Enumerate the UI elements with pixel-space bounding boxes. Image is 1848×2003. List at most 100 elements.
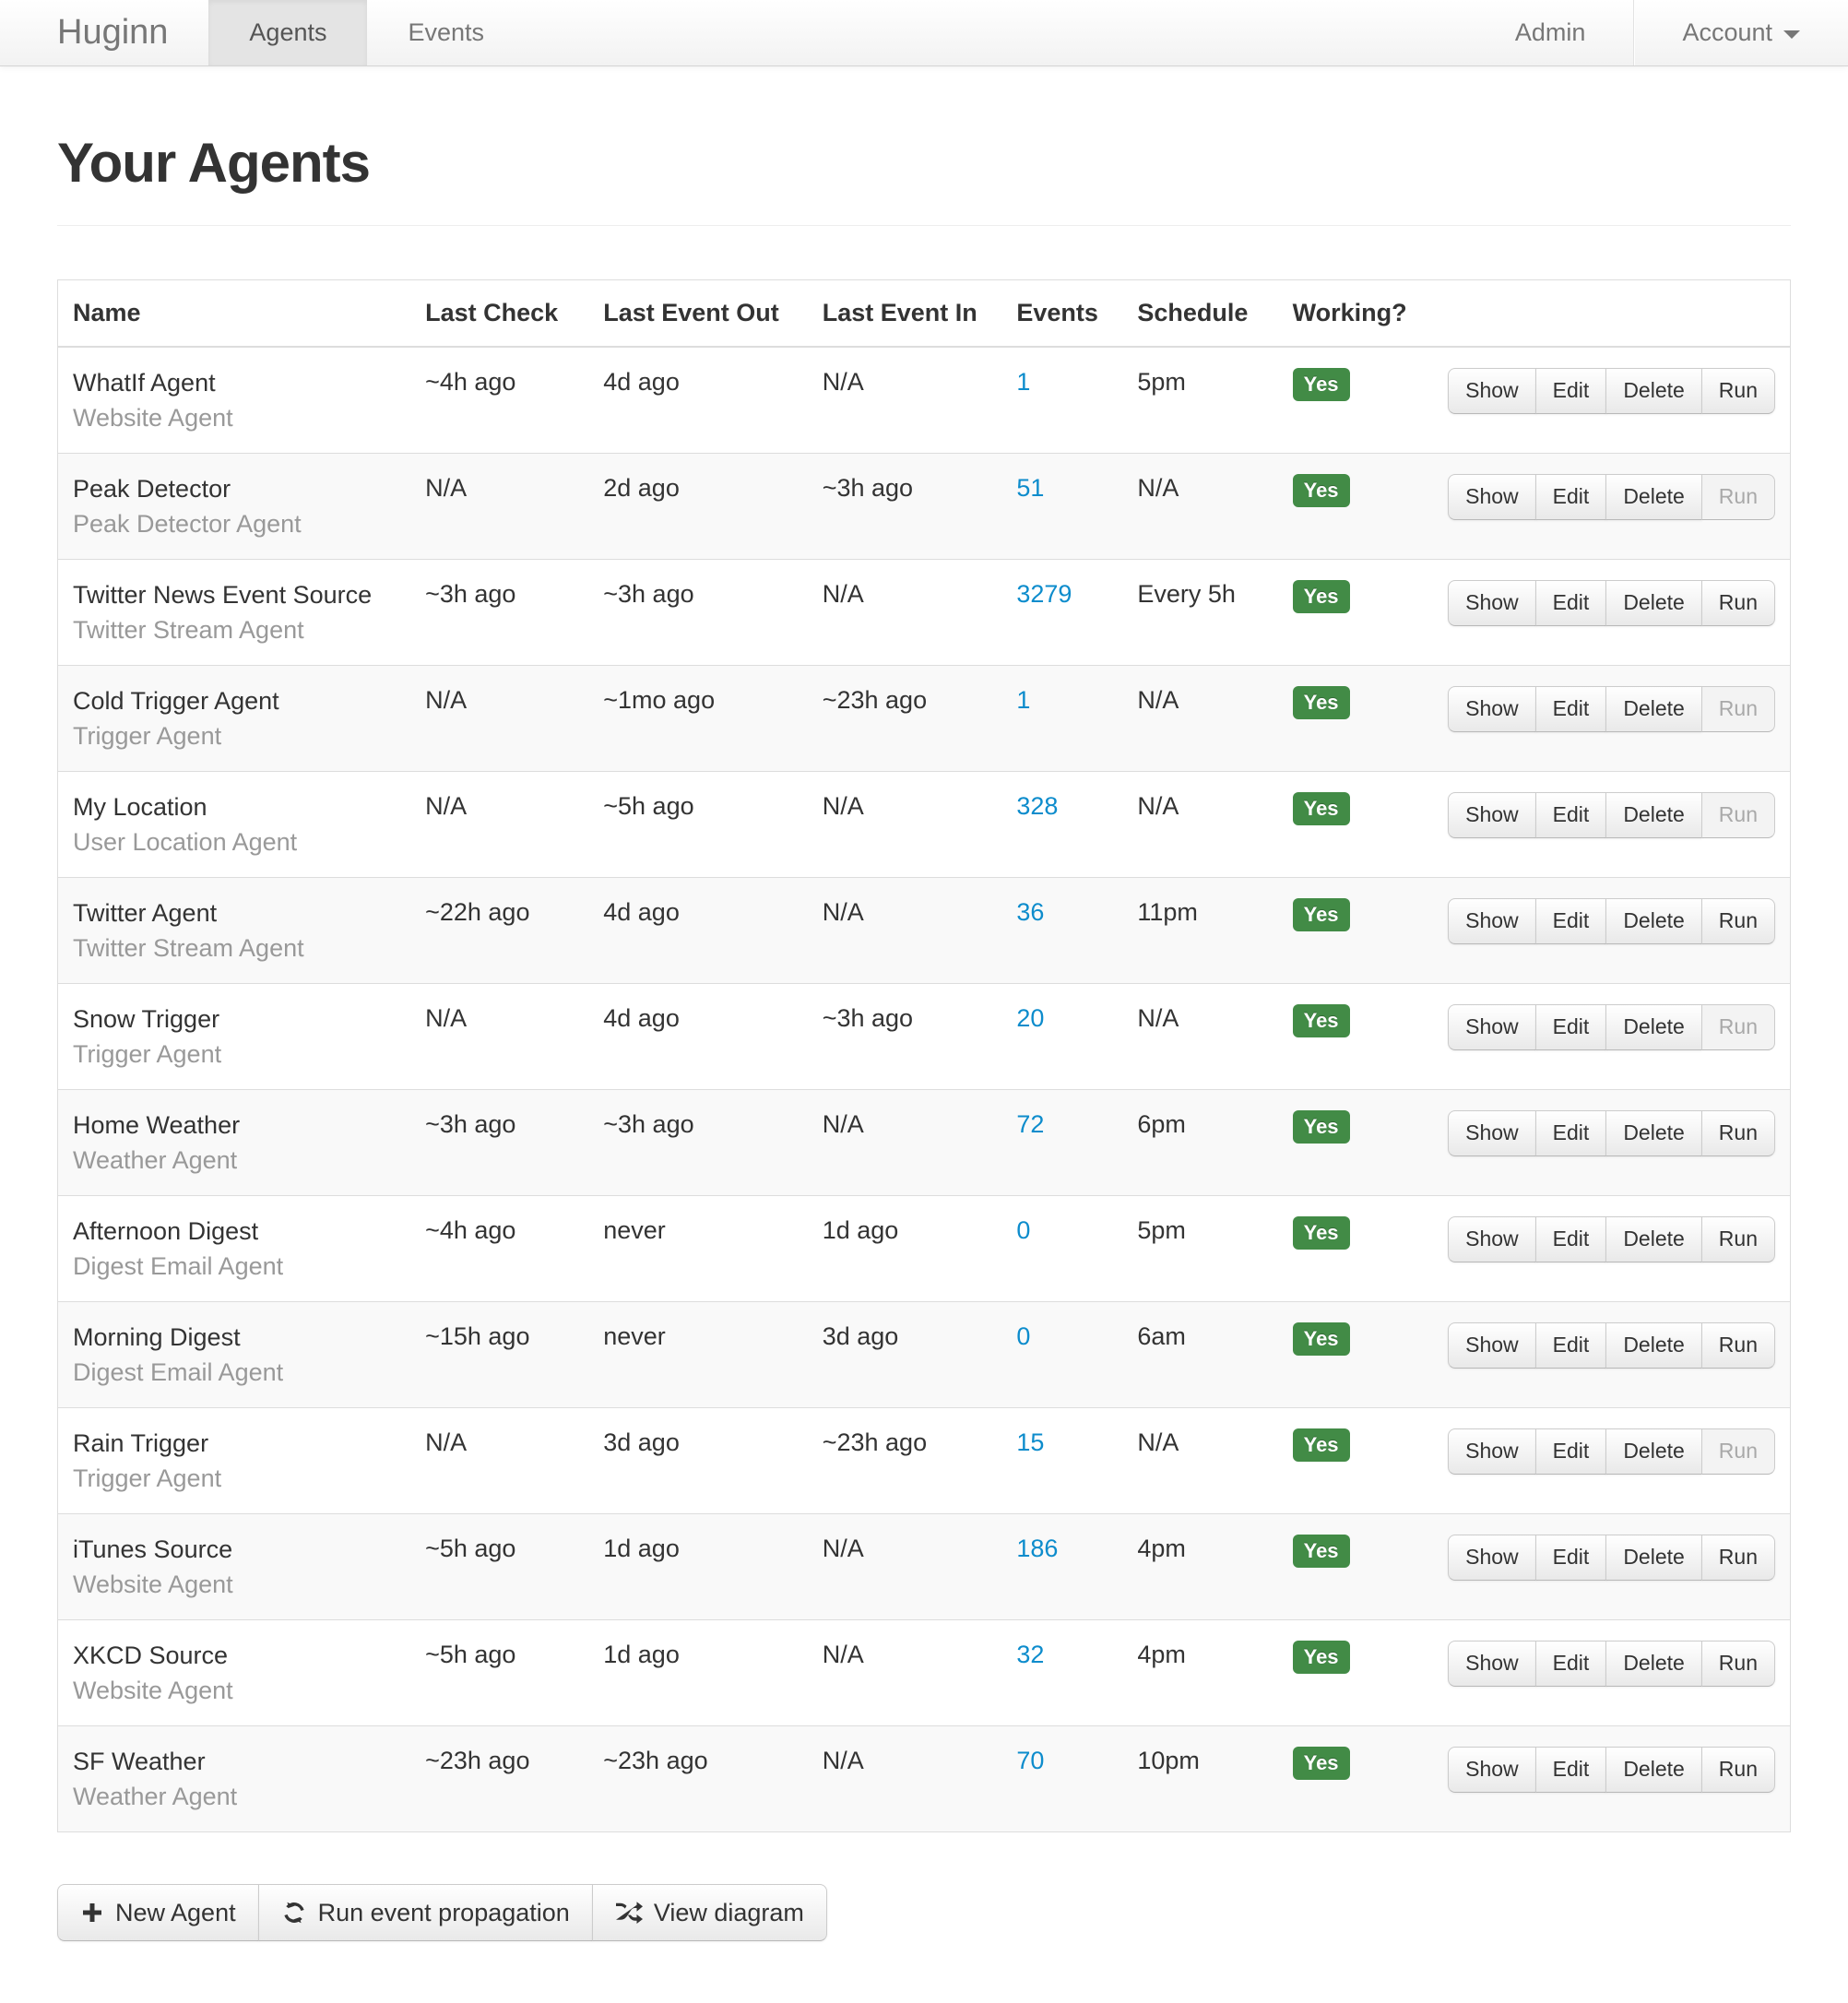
events-count-link[interactable]: 72 [1016,1110,1045,1138]
tab-agents[interactable]: Agents [208,0,368,65]
new-agent-button[interactable]: New Agent [57,1884,259,1942]
delete-button[interactable]: Delete [1605,686,1702,732]
run-button[interactable]: Run [1700,1110,1775,1156]
edit-button[interactable]: Edit [1534,580,1607,626]
delete-button[interactable]: Delete [1605,1216,1702,1262]
run-button[interactable]: Run [1700,1216,1775,1262]
last-event-in-cell: N/A [807,1089,1002,1196]
show-button[interactable]: Show [1448,1428,1536,1475]
delete-button[interactable]: Delete [1605,1747,1702,1793]
show-button[interactable]: Show [1448,1747,1536,1793]
view-diagram-button[interactable]: View diagram [591,1884,827,1942]
row-actions: Show Edit Delete Run [1448,1428,1775,1475]
show-button[interactable]: Show [1448,1110,1536,1156]
show-button[interactable]: Show [1448,1641,1536,1687]
tab-events[interactable]: Events [408,18,485,46]
delete-button[interactable]: Delete [1605,898,1702,944]
run-button: Run [1700,792,1775,838]
col-header-events: Events [1001,279,1123,348]
show-button[interactable]: Show [1448,1535,1536,1581]
events-count-link[interactable]: 51 [1016,474,1045,502]
run-button[interactable]: Run [1700,368,1775,414]
run-button[interactable]: Run [1700,1322,1775,1369]
events-count-link[interactable]: 1 [1016,368,1031,396]
admin-link[interactable]: Admin [1514,18,1586,46]
agent-name: SF Weather [73,1748,206,1775]
edit-button[interactable]: Edit [1534,1322,1607,1369]
edit-button[interactable]: Edit [1534,1216,1607,1262]
working-cell: Yes [1277,1725,1434,1832]
edit-button[interactable]: Edit [1534,1747,1607,1793]
run-button[interactable]: Run [1700,898,1775,944]
actions-cell: Show Edit Delete Run [1433,1301,1791,1408]
edit-button[interactable]: Edit [1534,1535,1607,1581]
events-count-link[interactable]: 36 [1016,898,1045,926]
show-button[interactable]: Show [1448,686,1536,732]
show-button[interactable]: Show [1448,580,1536,626]
last-event-in-cell: N/A [807,1619,1002,1726]
working-badge: Yes [1292,898,1350,931]
last-check-cell: ~4h ago [410,1195,589,1302]
events-count-link[interactable]: 32 [1016,1641,1045,1668]
agent-name: Twitter Agent [73,899,218,927]
events-count-link[interactable]: 20 [1016,1004,1045,1032]
events-count-link[interactable]: 328 [1016,792,1059,820]
delete-button[interactable]: Delete [1605,368,1702,414]
account-menu[interactable]: Account [1634,0,1848,65]
agent-type: Trigger Agent [73,722,222,750]
last-event-in-cell: N/A [807,1725,1002,1832]
last-event-out-cell: 4d ago [588,346,808,454]
run-button[interactable]: Run [1700,1641,1775,1687]
events-count-link[interactable]: 0 [1016,1216,1031,1244]
delete-button[interactable]: Delete [1605,1322,1702,1369]
delete-button[interactable]: Delete [1605,792,1702,838]
show-button[interactable]: Show [1448,474,1536,520]
edit-button[interactable]: Edit [1534,1110,1607,1156]
run-event-propagation-button[interactable]: Run event propagation [257,1884,593,1942]
edit-button[interactable]: Edit [1534,1428,1607,1475]
run-button[interactable]: Run [1700,1747,1775,1793]
show-button[interactable]: Show [1448,898,1536,944]
show-button[interactable]: Show [1448,368,1536,414]
edit-button[interactable]: Edit [1534,1641,1607,1687]
working-cell: Yes [1277,346,1434,454]
edit-button[interactable]: Edit [1534,1004,1607,1050]
show-button[interactable]: Show [1448,1322,1536,1369]
delete-button[interactable]: Delete [1605,1110,1702,1156]
last-check-cell: ~4h ago [410,346,589,454]
view-diagram-label: View diagram [653,1899,804,1926]
show-button[interactable]: Show [1448,1216,1536,1262]
delete-button[interactable]: Delete [1605,1428,1702,1475]
working-cell: Yes [1277,1301,1434,1408]
agent-type: Digest Email Agent [73,1252,284,1280]
events-count-link[interactable]: 15 [1016,1428,1045,1456]
delete-button[interactable]: Delete [1605,1004,1702,1050]
schedule-cell: N/A [1122,453,1278,560]
last-event-out-cell: never [588,1301,808,1408]
edit-button[interactable]: Edit [1534,368,1607,414]
edit-button[interactable]: Edit [1534,898,1607,944]
edit-button[interactable]: Edit [1534,792,1607,838]
show-button[interactable]: Show [1448,792,1536,838]
events-count-link[interactable]: 70 [1016,1747,1045,1774]
show-button[interactable]: Show [1448,1004,1536,1050]
events-count-link[interactable]: 0 [1016,1322,1031,1350]
edit-button[interactable]: Edit [1534,686,1607,732]
agent-name-cell: Cold Trigger Agent Trigger Agent [57,665,411,772]
delete-button[interactable]: Delete [1605,474,1702,520]
brand-logo[interactable]: Huginn [57,13,169,52]
events-count-link[interactable]: 3279 [1016,580,1072,608]
last-event-out-cell: ~1mo ago [588,665,808,772]
edit-button[interactable]: Edit [1534,474,1607,520]
events-count-link[interactable]: 186 [1016,1535,1059,1562]
working-badge: Yes [1292,1428,1350,1462]
agent-name-cell: My Location User Location Agent [57,771,411,878]
run-button[interactable]: Run [1700,1535,1775,1581]
delete-button[interactable]: Delete [1605,1641,1702,1687]
delete-button[interactable]: Delete [1605,1535,1702,1581]
last-event-in-cell: N/A [807,346,1002,454]
events-cell: 15 [1001,1407,1123,1514]
delete-button[interactable]: Delete [1605,580,1702,626]
run-button[interactable]: Run [1700,580,1775,626]
events-count-link[interactable]: 1 [1016,686,1031,714]
